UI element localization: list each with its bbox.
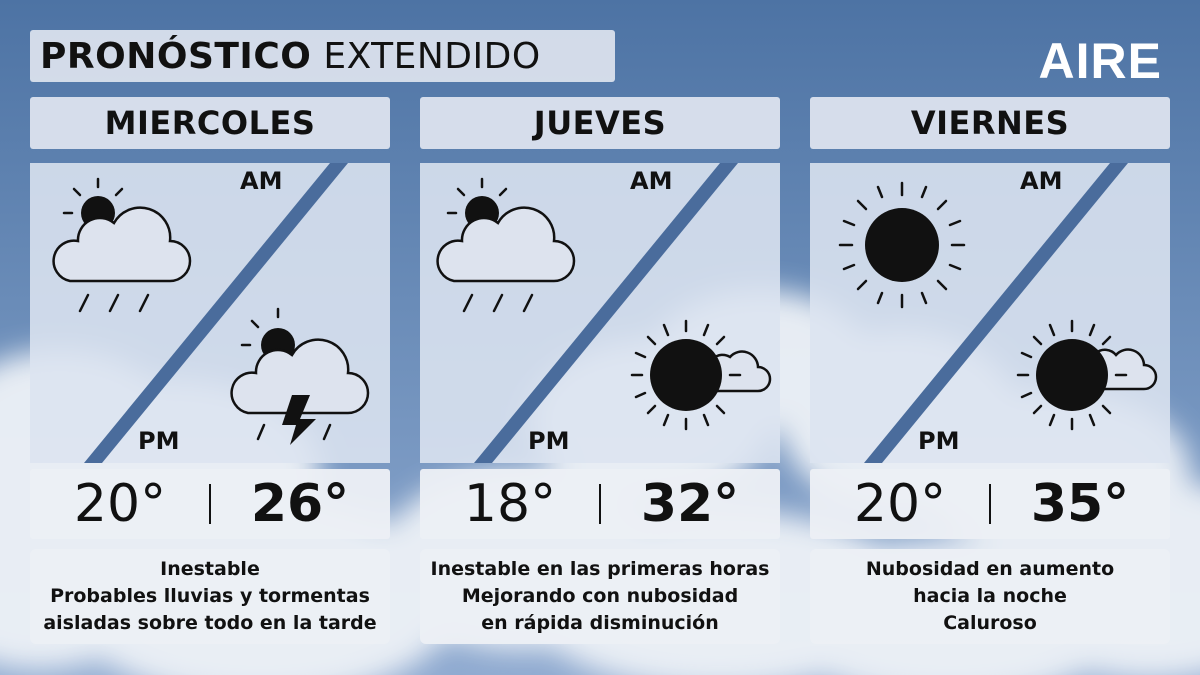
min-temperature: 18° [463,474,557,534]
partly-cloudy-rain-icon [52,177,192,313]
diagonal-divider [474,163,738,463]
pm-label: PM [918,427,960,455]
description-line: Caluroso [943,612,1037,634]
forecast-description: Inestable en las primeras horas Mejorand… [420,549,780,644]
icon-panel: AM PM [30,163,390,463]
forecast-card-day-2: JUEVES [420,97,780,644]
icon-panel: AM PM [810,163,1170,463]
min-temperature: 20° [73,474,167,534]
thunderstorm-icon [230,307,370,445]
mostly-sunny-icon [630,319,772,431]
description-line: Inestable [160,558,260,580]
partly-cloudy-rain-icon [436,177,576,313]
forecast-description: Inestable Probables lluvias y tormentas … [30,549,390,644]
mostly-sunny-icon [1016,319,1158,431]
am-label: AM [240,167,283,195]
description-line: Probables lluvias y tormentas [50,585,370,607]
day-name: VIERNES [810,97,1170,149]
pm-label: PM [138,427,180,455]
day-name: JUEVES [420,97,780,149]
forecast-card-day-3: VIERNES [810,97,1170,644]
description-line: en rápida disminución [481,612,719,634]
diagonal-divider [864,163,1128,463]
page-title: PRONÓSTICO EXTENDIDO [30,30,615,82]
sunny-icon [838,181,966,309]
day-name: MIERCOLES [30,97,390,149]
am-label: AM [630,167,673,195]
description-line: Mejorando con nubosidad [461,585,739,607]
max-temperature: 26° [250,474,350,534]
icon-panel: AM PM [420,163,780,463]
description-line: Nubosidad en aumento [865,558,1115,580]
pm-label: PM [528,427,570,455]
max-temperature: 35° [1030,474,1130,534]
temperature-separator [209,484,211,524]
temperature-row: 20° 35° [810,469,1170,539]
min-temperature: 20° [853,474,947,534]
brand-logo: AIRE [1038,33,1162,89]
temperature-separator [599,484,601,524]
am-label: AM [1020,167,1063,195]
forecast-description: Nubosidad en aumento hacia la noche Calu… [810,549,1170,644]
temperature-row: 20° 26° [30,469,390,539]
temperature-row: 18° 32° [420,469,780,539]
title-rest-text: EXTENDIDO [323,35,541,77]
temperature-separator [989,484,991,524]
description-line: Inestable en las primeras horas [430,558,770,580]
description-line: aisladas sobre todo en la tarde [43,612,377,634]
forecast-card-day-1: MIERCOLES [30,97,390,644]
title-bold-text: PRONÓSTICO [40,35,312,77]
max-temperature: 32° [640,474,740,534]
diagonal-divider [84,163,348,463]
description-line: hacia la noche [913,585,1067,607]
